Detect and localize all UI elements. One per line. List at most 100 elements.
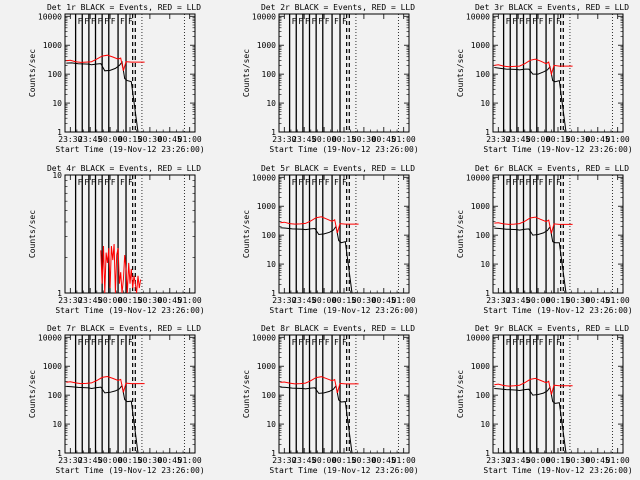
x-tick-label: 00:45 <box>586 296 610 305</box>
lld-series-line <box>66 375 145 393</box>
y-tick-label: 100 <box>476 391 491 400</box>
flag-letter: F <box>292 17 297 26</box>
flag-letter: F <box>98 17 103 26</box>
y-tick-label: 100 <box>262 70 277 79</box>
x-tick-label: 23:30 <box>486 296 510 305</box>
lld-series-line <box>494 58 573 77</box>
events-series-line <box>66 60 139 133</box>
x-tick-label: 00:30 <box>566 135 590 144</box>
x-axis-label: Start Time (19-Nov-12 23:26:00) <box>483 306 632 315</box>
y-axis-label: Counts/sec <box>28 210 37 258</box>
flag-letter: F <box>91 17 96 26</box>
x-tick-label: 00:45 <box>158 456 182 465</box>
flag-letter: F <box>298 338 303 347</box>
flag-letter: F <box>548 178 553 187</box>
x-tick-label: 00:00 <box>526 135 550 144</box>
y-tick-label: 1000 <box>257 202 276 211</box>
x-tick-label: 00:15 <box>118 296 142 305</box>
x-axis-label: Start Time (19-Nov-12 23:26:00) <box>55 466 204 475</box>
y-tick-label: 1000 <box>43 41 62 50</box>
x-tick-label: 00:00 <box>526 296 550 305</box>
x-tick-label: 00:15 <box>546 296 570 305</box>
y-tick-label: 1 <box>57 289 62 298</box>
chart-title: Det 5r BLACK = Events, RED = LLD <box>261 164 415 173</box>
x-tick-label: 23:30 <box>486 456 510 465</box>
x-tick-label: 00:15 <box>332 135 356 144</box>
chart-title: Det 4r BLACK = Events, RED = LLD <box>47 164 201 173</box>
x-tick-label: 23:45 <box>78 296 102 305</box>
x-tick-label: 23:45 <box>292 456 316 465</box>
flag-letter: F <box>548 17 553 26</box>
flag-letter: F <box>98 338 103 347</box>
flag-letter: F <box>312 338 317 347</box>
x-tick-label: 00:45 <box>158 135 182 144</box>
flag-letter: F <box>78 178 83 187</box>
plot-frame <box>278 13 410 133</box>
events-series-line <box>494 385 567 454</box>
flag-letter: F <box>318 338 323 347</box>
chart-panel-2r: Det 2r BLACK = Events, RED = LLD 1 10 100 10… <box>242 3 419 154</box>
y-tick-label: 1000 <box>471 41 490 50</box>
x-tick-label: 00:30 <box>138 456 162 465</box>
plot-frame <box>492 13 624 133</box>
flag-letter: F <box>526 338 531 347</box>
flag-letter: F <box>519 178 524 187</box>
x-tick-label: 23:45 <box>506 135 530 144</box>
y-tick-label: 10 <box>52 99 62 108</box>
flag-letter: F <box>506 338 511 347</box>
lld-series-line <box>280 376 359 394</box>
flag-letter: F <box>526 178 531 187</box>
plot-frame <box>64 174 196 294</box>
x-axis-label: Start Time (19-Nov-12 23:26:00) <box>55 145 204 154</box>
plot-frame <box>492 174 624 294</box>
flag-letter: F <box>334 338 339 347</box>
x-tick-label: 00:45 <box>372 456 396 465</box>
flag-letter: F <box>556 17 561 26</box>
y-tick-label: 100 <box>262 391 277 400</box>
flag-letter: F <box>532 17 537 26</box>
chart-panel-5r: Det 5r BLACK = Events, RED = LLD 1 10 100 10… <box>242 164 419 315</box>
flag-letter: F <box>305 338 310 347</box>
flag-letter: F <box>334 17 339 26</box>
flag-letter: F <box>318 178 323 187</box>
flag-letter: F <box>539 17 544 26</box>
chart-title: Det 8r BLACK = Events, RED = LLD <box>261 324 415 333</box>
y-tick-label: 1 <box>271 289 276 298</box>
x-tick-label: 23:45 <box>506 456 530 465</box>
chart-title: Det 1r BLACK = Events, RED = LLD <box>47 3 201 12</box>
x-axis-label: Start Time (19-Nov-12 23:26:00) <box>269 466 418 475</box>
x-tick-label: 00:30 <box>352 456 376 465</box>
chart-title: Det 2r BLACK = Events, RED = LLD <box>261 3 415 12</box>
x-tick-label: 23:30 <box>58 135 82 144</box>
flag-letter: F <box>104 338 109 347</box>
chart-title: Det 7r BLACK = Events, RED = LLD <box>47 324 201 333</box>
x-tick-label: 00:45 <box>586 135 610 144</box>
chart-panel-4r: Det 4r BLACK = Events, RED = LLD 1 10 23:30… <box>28 164 205 315</box>
x-tick-label: 00:30 <box>138 296 162 305</box>
y-tick-label: 10 <box>266 420 276 429</box>
chart-panel-8r: Det 8r BLACK = Events, RED = LLD 1 10 100 10… <box>242 324 419 475</box>
events-series-line <box>66 384 139 454</box>
chart-panel-6r: Det 6r BLACK = Events, RED = LLD 1 10 100 10… <box>456 164 633 315</box>
flag-letter: F <box>512 17 517 26</box>
x-tick-label: 00:30 <box>352 296 376 305</box>
flag-letter: F <box>298 17 303 26</box>
x-tick-label: 01:00 <box>606 456 630 465</box>
x-tick-label: 00:00 <box>312 296 336 305</box>
y-tick-label: 100 <box>48 391 63 400</box>
chart-title: Det 6r BLACK = Events, RED = LLD <box>475 164 629 173</box>
x-tick-label: 01:00 <box>606 135 630 144</box>
y-tick-label: 1 <box>57 449 62 458</box>
x-tick-label: 01:00 <box>178 135 202 144</box>
y-tick-label: 10 <box>266 260 276 269</box>
y-tick-label: 10 <box>480 420 490 429</box>
y-tick-label: 100 <box>476 70 491 79</box>
x-tick-label: 00:00 <box>98 456 122 465</box>
flag-letter: F <box>104 178 109 187</box>
plot-frame <box>278 334 410 454</box>
x-tick-label: 00:30 <box>138 135 162 144</box>
x-tick-label: 00:00 <box>312 135 336 144</box>
lld-series-line <box>280 216 359 234</box>
x-tick-label: 00:45 <box>158 296 182 305</box>
flag-letter: F <box>91 338 96 347</box>
